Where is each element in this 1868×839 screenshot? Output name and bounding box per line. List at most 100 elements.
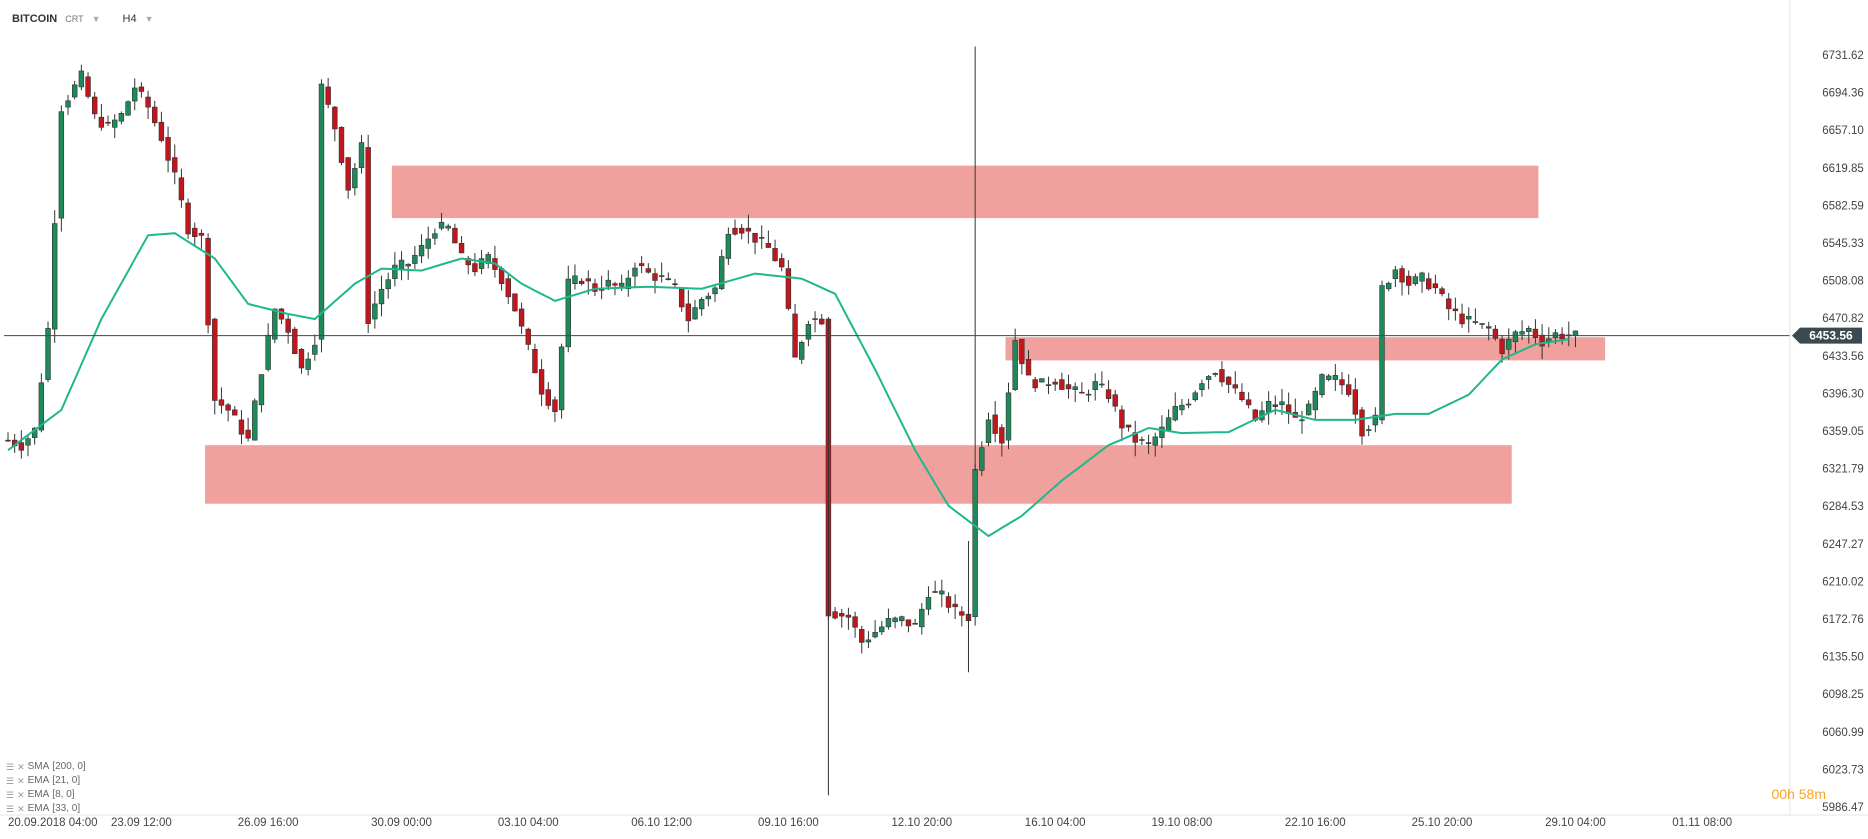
- candle-down: [845, 614, 852, 618]
- candle-up: [25, 438, 31, 446]
- candle-up: [372, 303, 378, 320]
- zones-layer: [205, 165, 1606, 504]
- candle-down: [512, 293, 518, 312]
- candle-up: [725, 233, 732, 259]
- indicator-row[interactable]: ☰ ✕ SMA [200, 0]: [6, 760, 86, 774]
- price-tick-label: 6470.82: [1822, 313, 1864, 325]
- price-tick-label: 6172.76: [1822, 614, 1864, 626]
- candle-down: [678, 288, 685, 308]
- timeframe-label[interactable]: H4: [122, 13, 137, 25]
- candle-down: [1025, 359, 1032, 376]
- candle-down: [1406, 275, 1412, 286]
- time-tick-label: 23.09 12:00: [111, 817, 172, 829]
- time-tick-label: 26.09 16:00: [238, 817, 299, 829]
- candle-up: [412, 254, 418, 264]
- candle-down: [365, 147, 371, 324]
- current-price-layer: 6453.56: [4, 327, 1862, 344]
- candle-up: [38, 382, 45, 431]
- candle-down: [745, 227, 752, 232]
- candle-down: [205, 237, 211, 326]
- candle-up: [879, 626, 885, 633]
- candle-up: [112, 119, 118, 128]
- candle-down: [332, 106, 338, 130]
- candle-up: [558, 346, 565, 411]
- candle-up: [1379, 285, 1385, 421]
- indicator-list: ☰ ✕ SMA [200, 0] ☰ ✕ EMA [21, 0] ☰ ✕ EMA…: [6, 760, 86, 816]
- candle-down: [178, 177, 185, 201]
- close-icon[interactable]: ✕: [17, 776, 25, 786]
- candle-down: [1272, 404, 1279, 407]
- price-tick-label: 6135.50: [1822, 652, 1864, 664]
- candle-up: [1385, 282, 1392, 290]
- candle-down: [912, 622, 918, 625]
- candle-down: [839, 613, 845, 617]
- candle-down: [612, 283, 618, 286]
- indicator-params: [21, 0]: [52, 775, 81, 786]
- candle-down: [585, 278, 591, 282]
- settings-icon[interactable]: ☰: [6, 790, 15, 800]
- candle-down: [285, 318, 291, 333]
- candle-down: [1112, 394, 1118, 407]
- close-icon[interactable]: ✕: [17, 790, 25, 800]
- candle-up: [358, 142, 365, 168]
- settings-icon[interactable]: ☰: [6, 804, 15, 814]
- candle-up: [1172, 406, 1178, 421]
- candle-down: [158, 121, 165, 141]
- candle-up: [258, 374, 265, 406]
- candle-up: [1466, 316, 1472, 320]
- candle-up: [692, 307, 698, 320]
- indicator-row[interactable]: ☰ ✕ EMA [21, 0]: [6, 774, 86, 788]
- candle-up: [658, 275, 665, 277]
- indicator-row[interactable]: ☰ ✕ EMA [8, 0]: [6, 788, 86, 802]
- candle-up: [705, 295, 712, 300]
- indicator-params: [33, 0]: [52, 803, 81, 814]
- close-icon[interactable]: ✕: [17, 762, 25, 772]
- candle-up: [1512, 331, 1519, 343]
- settings-icon[interactable]: ☰: [6, 762, 15, 772]
- price-tick-label: 6657.10: [1822, 125, 1864, 137]
- candle-up: [1179, 404, 1185, 411]
- candle-up: [625, 277, 632, 290]
- candle-down: [298, 349, 305, 369]
- price-tick-label: 6545.33: [1822, 238, 1864, 250]
- candle-down: [1426, 278, 1432, 290]
- price-tick-label: 6359.05: [1822, 426, 1864, 438]
- timer-minutes: 58m: [1798, 786, 1826, 802]
- close-icon[interactable]: ✕: [17, 804, 25, 814]
- symbol-label[interactable]: BITCOIN: [12, 13, 58, 25]
- indicator-row[interactable]: ☰ ✕ EMA [33, 0]: [6, 802, 86, 816]
- settings-icon[interactable]: ☰: [6, 776, 15, 786]
- candle-down: [1432, 283, 1439, 289]
- indicator-label: EMA: [27, 775, 50, 786]
- indicator-label: EMA: [27, 789, 50, 800]
- candle-down: [638, 263, 645, 266]
- candle-up: [1039, 378, 1045, 383]
- candle-down: [545, 389, 551, 406]
- candle-down: [959, 611, 965, 616]
- candle-up: [51, 223, 58, 330]
- candle-down: [1399, 268, 1405, 283]
- chevron-down-icon[interactable]: ▼: [91, 14, 101, 24]
- candle-down: [592, 283, 598, 292]
- candle-down: [765, 243, 772, 248]
- price-tick-label: 6098.25: [1822, 689, 1864, 701]
- candle-up: [1199, 383, 1205, 390]
- candle-up: [1085, 393, 1092, 396]
- candle-up: [312, 344, 318, 355]
- candle-up: [1372, 414, 1379, 426]
- indicator-label: SMA: [27, 761, 50, 772]
- chevron-down-icon[interactable]: ▼: [144, 14, 154, 24]
- candle-down: [1232, 384, 1238, 389]
- candle-down: [198, 232, 205, 236]
- price-tick-label: 6210.02: [1822, 576, 1864, 588]
- candle-up: [985, 419, 992, 443]
- candle-up: [378, 288, 385, 305]
- candle-down: [225, 404, 231, 411]
- candle-up: [1319, 374, 1325, 396]
- candle-down: [525, 328, 531, 345]
- chart-mode-label[interactable]: CRT: [65, 14, 84, 24]
- price-tick-label: 6619.85: [1822, 163, 1864, 175]
- candle-up: [305, 358, 311, 370]
- candle-down: [232, 409, 238, 416]
